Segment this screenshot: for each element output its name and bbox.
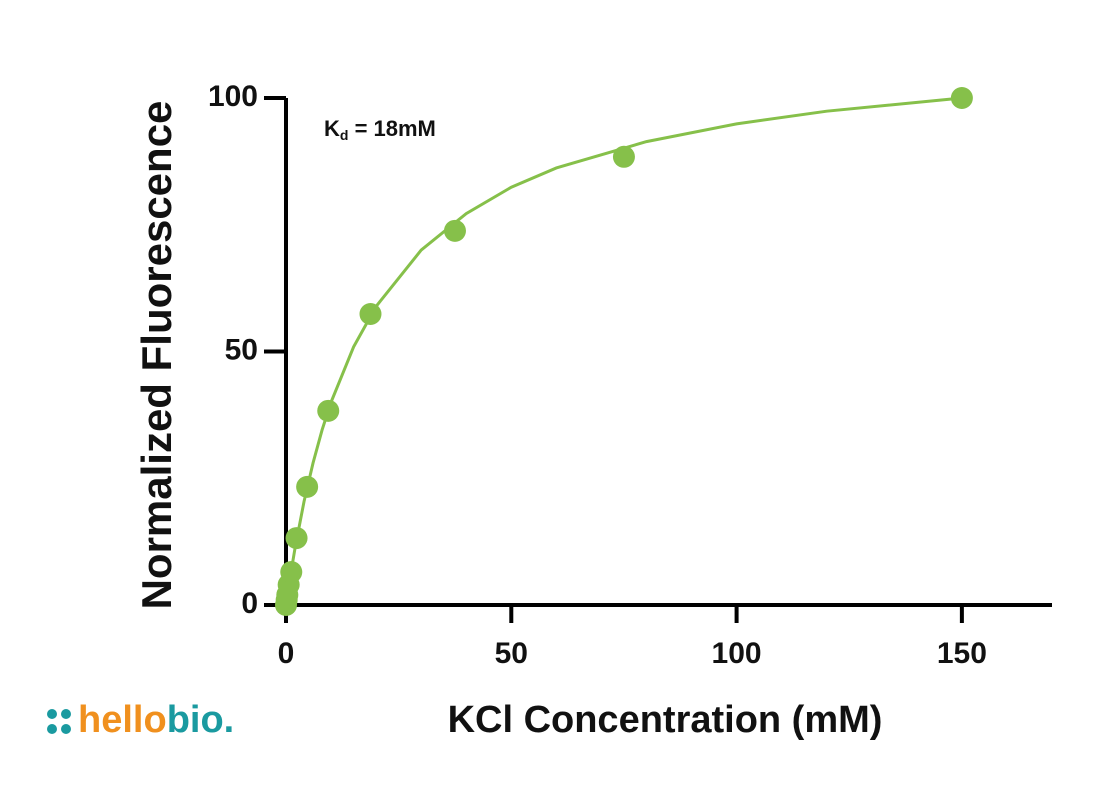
y-tick-label: 50 bbox=[225, 333, 258, 366]
data-point bbox=[950, 87, 973, 109]
data-point bbox=[612, 145, 635, 168]
x-axis-label: KCl Concentration (mM) bbox=[448, 699, 883, 741]
annotation: Kd = 18mM bbox=[324, 116, 436, 143]
data-point bbox=[359, 302, 382, 325]
x-tick-label: 50 bbox=[495, 637, 528, 670]
annotation-text: = 18mM bbox=[348, 116, 435, 141]
y-tick-label: 0 bbox=[241, 587, 258, 620]
data-point bbox=[317, 399, 340, 422]
data-point bbox=[285, 527, 308, 550]
annotation-subscript: d bbox=[340, 127, 349, 143]
data-point bbox=[280, 561, 303, 584]
data-point bbox=[443, 219, 466, 242]
logo-part1: hello bbox=[78, 699, 167, 741]
x-tick-label: 0 bbox=[278, 637, 295, 670]
logo-icon bbox=[47, 709, 71, 734]
data-point bbox=[296, 475, 319, 498]
fit-curve bbox=[284, 96, 963, 606]
logo: hellobio. bbox=[78, 699, 234, 741]
logo-part2: bio. bbox=[167, 699, 235, 741]
annotation-symbol: K bbox=[324, 116, 340, 141]
x-tick-label: 150 bbox=[937, 637, 987, 670]
y-tick-label: 100 bbox=[208, 80, 258, 113]
x-tick-label: 100 bbox=[712, 637, 762, 670]
y-axis-label: Normalized Fluorescence bbox=[133, 101, 180, 610]
